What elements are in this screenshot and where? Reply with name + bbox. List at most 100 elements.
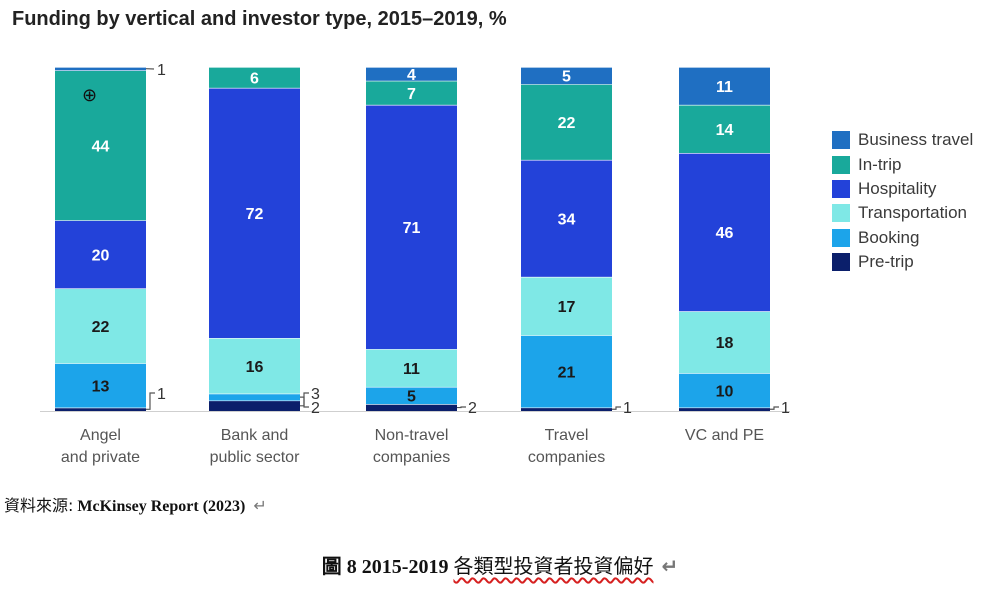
category-label: Angel (80, 427, 121, 444)
chart-title: Funding by vertical and investor type, 2… (12, 8, 507, 30)
legend-label: Transportation (858, 203, 967, 223)
callout-leader-line (457, 406, 466, 409)
callout-label: 1 (157, 62, 166, 79)
bar-segment-pre-trip (209, 400, 300, 411)
data-label: 18 (716, 335, 734, 352)
bar-segment-booking (209, 393, 300, 401)
category-label: companies (373, 449, 450, 466)
legend-item-hospitality: Hospitality (832, 177, 973, 201)
data-label: 20 (92, 247, 110, 264)
source-label: 資料來源: (4, 496, 74, 515)
data-label: 10 (716, 383, 734, 400)
data-label: 22 (92, 319, 110, 336)
callout-label: 1 (623, 400, 632, 417)
bars-layer (40, 66, 790, 412)
return-mark-icon: ↵ (661, 554, 679, 578)
bar-segment-transportation (366, 349, 457, 387)
data-label: 6 (250, 70, 259, 87)
bar-segment-business-travel (55, 67, 146, 71)
bar-segment-booking (366, 386, 457, 405)
data-label: 44 (92, 138, 110, 155)
bar-segment-pre-trip (366, 404, 457, 411)
bar-segment-hospitality (521, 159, 612, 277)
category-label: Bank and (221, 427, 289, 444)
legend-label: In-trip (858, 154, 902, 174)
bar-segment-pre-trip (521, 407, 612, 411)
data-label: 22 (558, 115, 576, 132)
callout-leader-line (146, 392, 155, 410)
data-label: 4 (407, 67, 416, 84)
source-text: McKinsey Report (2023) (73, 498, 246, 515)
data-label: 14 (716, 122, 734, 139)
data-label: 17 (558, 299, 576, 316)
bar-segment-booking (679, 373, 770, 408)
callout-label: 2 (311, 400, 320, 417)
legend-label: Booking (858, 227, 920, 247)
bar-segment-business-travel (679, 67, 770, 105)
legend-item-pre-trip: Pre-trip (832, 250, 973, 274)
callout-label: 1 (781, 400, 790, 417)
data-label: 5 (562, 69, 571, 86)
bar-segment-booking (521, 335, 612, 408)
bar-segment-business-travel (366, 67, 457, 81)
legend-label: Hospitality (858, 178, 937, 198)
category-label: public sector (210, 449, 300, 466)
bar-segment-hospitality (679, 153, 770, 312)
bar-segment-hospitality (366, 104, 457, 350)
callout-label: 1 (157, 386, 166, 403)
bar-segment-hospitality (209, 87, 300, 339)
return-mark-icon: ↵ (253, 496, 267, 515)
legend-swatch (832, 131, 850, 150)
legend-item-booking: Booking (832, 226, 973, 250)
bar-segment-booking (55, 363, 146, 408)
data-label: 21 (558, 364, 576, 381)
bar-segment-transportation (209, 338, 300, 394)
bar-segment-business-travel (521, 67, 612, 85)
category-label: Non-travel (375, 427, 449, 444)
legend-swatch (832, 179, 850, 198)
crosshair-icon: ⊕ (82, 85, 97, 106)
bar-segment-in-trip (55, 70, 146, 221)
data-label: 16 (246, 359, 264, 376)
data-label: 11 (716, 79, 733, 96)
data-label: 7 (407, 86, 416, 103)
data-label: 34 (558, 211, 576, 228)
category-label: VC and PE (685, 427, 764, 444)
data-label: 72 (246, 206, 264, 223)
legend-swatch (832, 228, 850, 247)
caption-main: 各類型投資者投資偏好 (453, 554, 654, 578)
callout-label: 2 (468, 400, 477, 417)
legend-label: Business travel (858, 130, 974, 150)
bar-segment-transportation (521, 276, 612, 336)
bar-segment-pre-trip (55, 407, 146, 411)
legend-swatch (832, 253, 850, 272)
legend-swatch (832, 204, 850, 223)
category-label: companies (528, 449, 605, 466)
bar-segment-in-trip (209, 67, 300, 88)
data-label: 11 (403, 361, 420, 378)
bar-segment-in-trip (679, 104, 770, 153)
category-label: and private (61, 449, 140, 466)
legend-swatch (832, 155, 850, 174)
legend-item-business-travel: Business travel (832, 128, 973, 152)
callout-layer (145, 68, 779, 410)
figure-caption: 圖 8 2015-2019 各類型投資者投資偏好 ↵ (0, 550, 1000, 579)
bar-segment-pre-trip (679, 407, 770, 411)
data-label: 5 (407, 389, 416, 406)
caption-prefix: 圖 8 2015-2019 (321, 556, 454, 578)
callout-label: 3 (311, 386, 320, 403)
callout-leader-line (300, 396, 309, 408)
bar-segment-in-trip (521, 84, 612, 160)
data-label: 13 (92, 378, 110, 395)
bar-segment-transportation (679, 311, 770, 374)
bar-segment-in-trip (366, 80, 457, 105)
data-label: 46 (716, 225, 734, 242)
data-label: 71 (403, 220, 421, 237)
bar-segment-hospitality (55, 220, 146, 289)
legend-item-in-trip: In-trip (832, 152, 973, 176)
legend-item-transportation: Transportation (832, 201, 973, 225)
legend-label: Pre-trip (858, 252, 914, 272)
callout-leader-line (612, 406, 621, 410)
